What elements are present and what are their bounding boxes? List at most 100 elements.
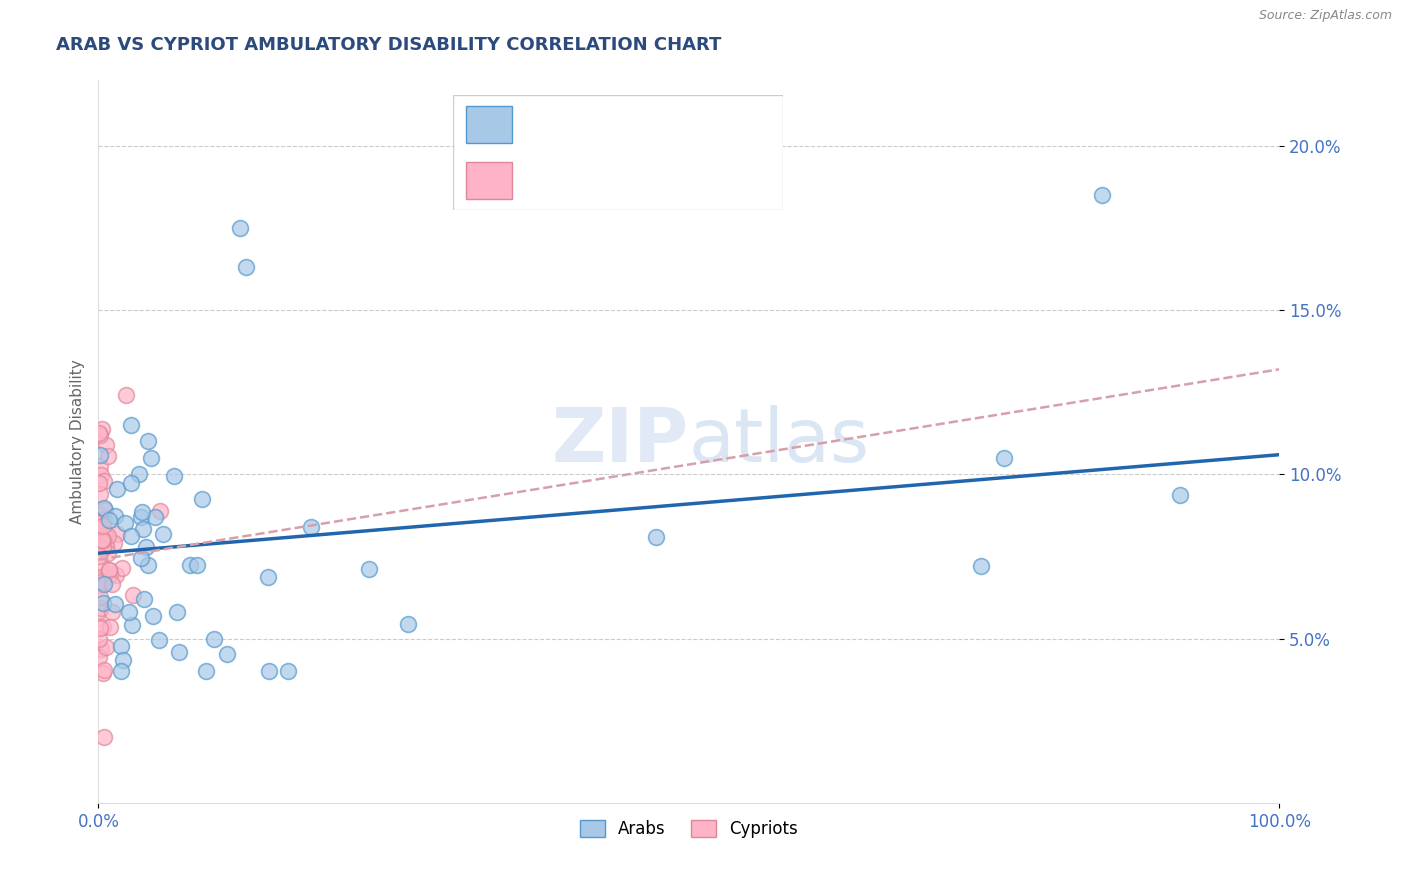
Point xyxy=(105,527,128,541)
Point xyxy=(97,546,120,560)
Point xyxy=(229,221,252,235)
Point xyxy=(91,513,114,527)
Point xyxy=(89,549,111,564)
Point xyxy=(91,568,114,582)
Point xyxy=(89,459,111,474)
Point xyxy=(143,510,166,524)
Point xyxy=(993,451,1015,466)
Point xyxy=(89,590,111,604)
Point xyxy=(93,474,115,488)
Point xyxy=(97,513,120,527)
Point xyxy=(132,522,155,536)
Point xyxy=(89,555,111,569)
Point xyxy=(91,519,114,533)
Point xyxy=(148,633,170,648)
Text: ARAB VS CYPRIOT AMBULATORY DISABILITY CORRELATION CHART: ARAB VS CYPRIOT AMBULATORY DISABILITY CO… xyxy=(56,36,721,54)
Point xyxy=(87,604,110,618)
Point xyxy=(357,561,380,575)
Point xyxy=(110,665,132,679)
Point xyxy=(94,438,117,452)
Point xyxy=(87,578,110,592)
Point xyxy=(94,539,117,553)
Point xyxy=(136,558,159,572)
Point xyxy=(94,503,117,517)
Point xyxy=(110,639,132,653)
Point xyxy=(91,541,114,555)
Point xyxy=(93,664,115,678)
Point xyxy=(104,598,127,612)
Point xyxy=(129,550,152,565)
Point xyxy=(87,425,110,440)
Point xyxy=(87,476,110,491)
Point xyxy=(1168,488,1191,502)
Point xyxy=(142,609,165,624)
Point xyxy=(134,591,156,606)
Point xyxy=(202,632,225,646)
Point xyxy=(120,417,142,432)
Point xyxy=(122,589,145,603)
Point xyxy=(97,529,120,543)
Text: ZIP: ZIP xyxy=(551,405,689,478)
Point xyxy=(111,561,134,575)
Point xyxy=(91,666,114,681)
Point xyxy=(149,504,172,518)
Point xyxy=(194,665,217,679)
Point xyxy=(97,450,120,464)
Point xyxy=(235,260,257,275)
Point xyxy=(114,388,136,402)
Point xyxy=(93,730,115,744)
Point xyxy=(136,434,159,448)
Point xyxy=(94,528,117,542)
Point xyxy=(90,600,112,615)
Point xyxy=(98,563,121,577)
Point xyxy=(644,530,666,544)
Point xyxy=(257,570,280,584)
Point xyxy=(94,640,117,654)
Point xyxy=(105,482,128,496)
Point xyxy=(93,512,115,526)
Text: atlas: atlas xyxy=(689,405,870,478)
Point xyxy=(90,642,112,657)
Point xyxy=(111,652,134,666)
Point xyxy=(179,558,201,572)
Legend: Arabs, Cypriots: Arabs, Cypriots xyxy=(574,814,804,845)
Point xyxy=(91,596,114,610)
Point xyxy=(105,567,128,582)
Point xyxy=(299,520,322,534)
Point xyxy=(89,428,111,442)
Point xyxy=(139,450,162,465)
Point xyxy=(93,533,115,548)
Point xyxy=(166,605,188,619)
Point xyxy=(129,509,152,524)
Point xyxy=(93,500,115,515)
Point xyxy=(93,577,115,591)
Point xyxy=(101,577,124,591)
Point xyxy=(91,620,114,634)
Point xyxy=(87,632,110,647)
Point xyxy=(257,665,280,679)
Point xyxy=(89,536,111,550)
Point xyxy=(90,538,112,552)
Point xyxy=(104,508,127,523)
Point xyxy=(89,449,111,463)
Point xyxy=(87,650,110,665)
Point xyxy=(277,665,299,679)
Point xyxy=(90,422,112,436)
Point xyxy=(89,519,111,533)
Point xyxy=(90,575,112,590)
Point xyxy=(90,467,112,482)
Point xyxy=(131,505,153,519)
Point xyxy=(114,516,136,530)
Point xyxy=(120,529,142,543)
Point xyxy=(186,558,208,573)
Point xyxy=(90,573,112,587)
Text: Source: ZipAtlas.com: Source: ZipAtlas.com xyxy=(1258,9,1392,22)
Point xyxy=(120,475,142,490)
Point xyxy=(103,535,125,549)
Point xyxy=(101,605,124,619)
Point xyxy=(135,540,157,554)
Y-axis label: Ambulatory Disability: Ambulatory Disability xyxy=(69,359,84,524)
Point xyxy=(90,508,112,522)
Point xyxy=(97,564,120,578)
Point xyxy=(128,467,150,481)
